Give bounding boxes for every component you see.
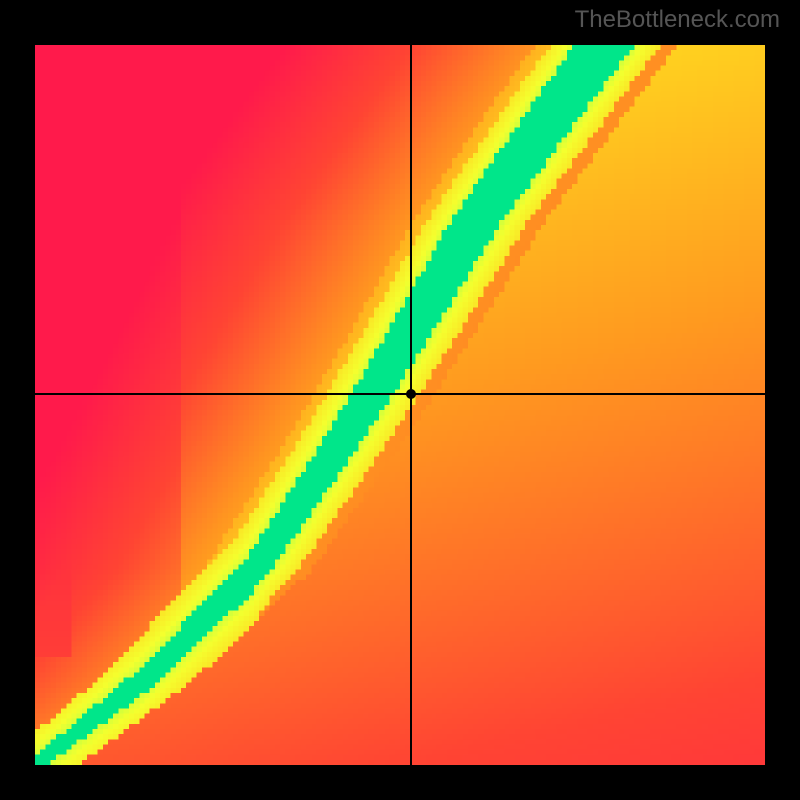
bottleneck-heatmap bbox=[35, 45, 765, 765]
chart-container: TheBottleneck.com bbox=[0, 0, 800, 800]
attribution-text: TheBottleneck.com bbox=[575, 6, 780, 34]
crosshair-vertical bbox=[410, 45, 412, 765]
crosshair-horizontal bbox=[35, 393, 765, 395]
